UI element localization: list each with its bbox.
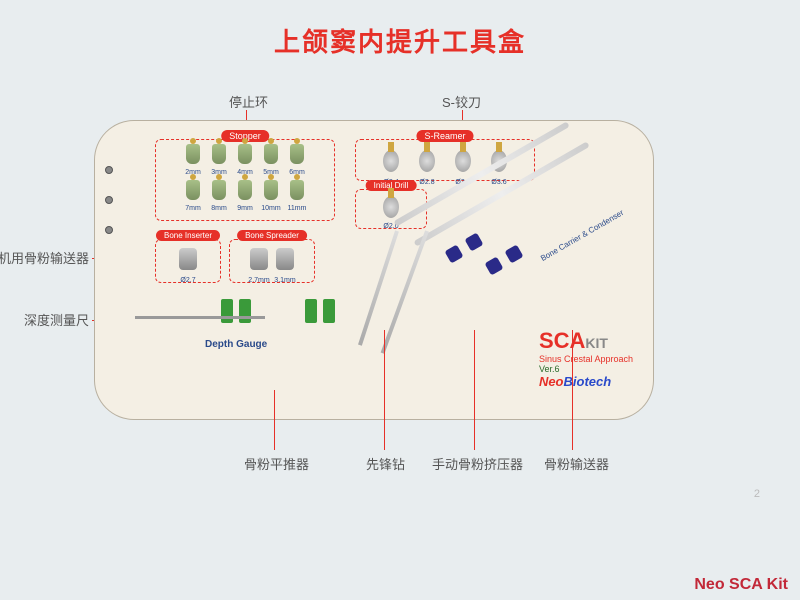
logo-kit: KIT bbox=[585, 335, 608, 351]
drill-icon bbox=[264, 144, 278, 164]
size-label: Ø2.7 bbox=[156, 277, 220, 284]
label-depth-gauge-left: 深度测量尺 bbox=[14, 310, 89, 329]
label-initial-drill-bottom: 先锋钻 bbox=[366, 454, 405, 473]
label-bone-inserter-left: 机用骨粉输送器 bbox=[0, 248, 89, 267]
leader-line bbox=[274, 390, 275, 450]
depth-gauge-text: Depth Gauge bbox=[205, 339, 267, 350]
leader-line bbox=[474, 330, 475, 450]
size-label: 9mm bbox=[232, 205, 258, 212]
holder-icon bbox=[239, 299, 251, 323]
size-label: 8mm bbox=[206, 205, 232, 212]
group-title-bone-spreader: Bone Spreader bbox=[237, 230, 307, 241]
group-bone-inserter: Bone Inserter Ø2.7 bbox=[155, 239, 221, 283]
logo-version: Ver.6 bbox=[539, 364, 633, 374]
screw-icon bbox=[105, 226, 113, 234]
size-label: 10mm bbox=[258, 205, 284, 212]
kit-case: Stopper 2mm 3mm 4mm 5mm 6mm 7mm 8mm 9mm … bbox=[94, 120, 654, 420]
tool-grip-icon bbox=[464, 232, 483, 251]
drill-icon bbox=[238, 180, 252, 200]
size-label: Ø2.0 bbox=[356, 223, 426, 230]
group-title-bone-inserter: Bone Inserter bbox=[156, 230, 220, 241]
drill-icon bbox=[290, 144, 304, 164]
bone-spreader-icon bbox=[276, 248, 294, 270]
logo-neobiotech: NeoBiotech bbox=[539, 374, 633, 389]
leader-line bbox=[572, 330, 573, 450]
page-number: 2 bbox=[754, 488, 760, 500]
logo-subtitle: Sinus Crestal Approach bbox=[539, 354, 633, 364]
reamer-icon bbox=[455, 150, 471, 172]
drill-icon bbox=[264, 180, 278, 200]
initial-drill-icon bbox=[383, 196, 399, 218]
bone-inserter-icon bbox=[179, 248, 197, 270]
group-stopper: Stopper 2mm 3mm 4mm 5mm 6mm 7mm 8mm 9mm … bbox=[155, 139, 335, 221]
label-bone-spreader-bottom: 骨粉平推器 bbox=[244, 454, 309, 473]
tool-grip-icon bbox=[444, 244, 463, 263]
size-label: 11mm bbox=[284, 205, 310, 212]
screw-icon bbox=[105, 166, 113, 174]
page-title: 上颌窦内提升工具盒 bbox=[0, 0, 800, 59]
drill-icon bbox=[186, 180, 200, 200]
kit-diagram: 停止环 S-铰刀 机用骨粉输送器 深度测量尺 Stopper 2mm 3mm 4… bbox=[24, 100, 684, 480]
logo-block: SCAKIT Sinus Crestal Approach Ver.6 NeoB… bbox=[539, 328, 633, 389]
size-label: 2.7mm bbox=[246, 277, 272, 284]
reamer-icon bbox=[419, 150, 435, 172]
drill-icon bbox=[290, 180, 304, 200]
logo-sca: SCA bbox=[539, 328, 585, 353]
label-hand-condenser-bottom: 手动骨粉挤压器 bbox=[432, 454, 523, 473]
leader-line bbox=[384, 330, 385, 450]
holder-icon bbox=[323, 299, 335, 323]
bone-spreader-icon bbox=[250, 248, 268, 270]
footer-brand: Neo SCA Kit bbox=[694, 576, 788, 594]
tool-grip-icon bbox=[484, 256, 503, 275]
size-label: 7mm bbox=[180, 205, 206, 212]
label-sreamer-top: S-铰刀 bbox=[442, 92, 481, 111]
reamer-icon bbox=[383, 150, 399, 172]
drill-icon bbox=[186, 144, 200, 164]
tool-grip-icon bbox=[504, 244, 523, 263]
size-label: 3.1mm bbox=[272, 277, 298, 284]
group-title-sreamer: S-Reamer bbox=[416, 130, 473, 142]
holder-icon bbox=[221, 299, 233, 323]
label-stopper-top: 停止环 bbox=[229, 92, 268, 111]
bone-carrier-label: Bone Carrier & Condenser bbox=[539, 208, 625, 263]
holder-icon bbox=[305, 299, 317, 323]
group-bone-spreader: Bone Spreader 2.7mm 3.1mm bbox=[229, 239, 315, 283]
screw-icon bbox=[105, 196, 113, 204]
drill-icon bbox=[212, 144, 226, 164]
drill-icon bbox=[212, 180, 226, 200]
label-bone-carrier-bottom: 骨粉输送器 bbox=[544, 454, 609, 473]
depth-gauge-icon bbox=[135, 316, 265, 319]
drill-icon bbox=[238, 144, 252, 164]
